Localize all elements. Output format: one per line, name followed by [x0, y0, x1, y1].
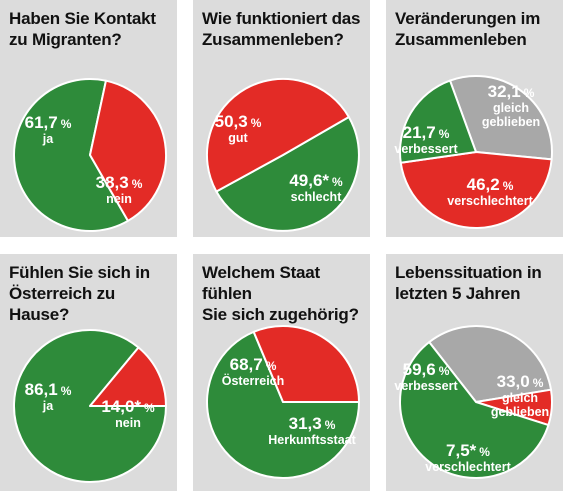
slice-value-label: 86,1%: [25, 380, 72, 399]
slice-value-label: 21,7%: [403, 123, 450, 142]
slice-category-label: verbessert: [394, 379, 458, 393]
pie-slice-green: [13, 78, 129, 232]
slice-value-label: 50,3%: [215, 112, 262, 131]
slice-unit: %: [266, 359, 277, 373]
slice-category-label: ja: [42, 399, 54, 413]
chart-title: Lebenssituation in letzten 5 Jahren: [395, 263, 542, 303]
slice-category-label: geblieben: [491, 405, 549, 419]
slice-unit: %: [503, 179, 514, 193]
slice-value-label: 38,3%: [96, 173, 143, 192]
pie-slice-green: [399, 79, 477, 164]
slice-category-label: verbessert: [394, 142, 458, 156]
slice-value: 14,0*: [101, 397, 141, 416]
chart-title: Wie funktioniert das Zusammenleben?: [202, 9, 361, 49]
slice-category-label: Österreich: [222, 373, 285, 388]
slice-unit: %: [332, 175, 343, 189]
slice-value-label: 33,0%: [497, 372, 544, 391]
chart-title: Veränderungen im Zusammenleben: [395, 9, 541, 49]
pie-slice-red: [89, 79, 167, 222]
slice-unit: %: [61, 384, 72, 398]
chart-panel-5: Welchem Staat fühlen Sie sich zugehörig?…: [193, 254, 370, 491]
pie-slice-red: [252, 325, 360, 403]
slice-unit: %: [251, 116, 262, 130]
slice-value-label: 7,5*%: [446, 441, 490, 460]
pie-chart: 86,1 %ja 14,0* %nein: [13, 329, 167, 483]
slice-value: 46,2: [467, 175, 500, 194]
slice-category-label: ja: [42, 132, 54, 146]
chart-title: Haben Sie Kontakt zu Migranten?: [9, 9, 156, 49]
chart-panel-3: Veränderungen im Zusammenleben 32,1% glei…: [386, 0, 563, 237]
slice-category-label: verschlechtert: [447, 194, 533, 208]
slice-unit: %: [439, 127, 450, 141]
slice-value: 21,7: [403, 123, 436, 142]
slice-value: 59,6: [403, 360, 436, 379]
chart-panel-2: Wie funktioniert das Zusammenleben? 50,3…: [193, 0, 370, 237]
slice-value-label: 14,0*%: [101, 397, 155, 416]
slice-unit: %: [144, 401, 155, 415]
slice-unit: %: [533, 376, 544, 390]
pie-slice-green: [215, 116, 360, 232]
pie-slice-green: [399, 341, 550, 479]
slice-category-label: gut: [228, 131, 248, 145]
slice-value-label: 68,7%: [230, 355, 277, 374]
slice-category-label: gleich: [502, 391, 538, 405]
slice-category-label: gleich: [493, 101, 529, 115]
slice-value-label: 49,6*%: [289, 171, 343, 190]
slice-category-label: geblieben: [482, 115, 540, 129]
slice-value: 33,0: [497, 372, 530, 391]
slice-value: 7,5*: [446, 441, 477, 460]
pie-slice-green: [206, 330, 360, 479]
chart-title: Welchem Staat fühlen Sie sich zugehörig?: [202, 263, 359, 324]
slice-unit: %: [325, 418, 336, 432]
slice-value: 86,1: [25, 380, 58, 399]
chart-panel-4: Fühlen Sie sich in Österreich zu Hause? …: [0, 254, 177, 491]
slice-value-label: 46,2%: [467, 175, 514, 194]
slice-category-label: verschlechtert: [425, 460, 511, 474]
slice-unit: %: [439, 364, 450, 378]
slice-value: 49,6*: [289, 171, 329, 190]
chart-title: Fühlen Sie sich in Österreich zu Hause?: [9, 263, 150, 324]
slice-value-label: 59,6%: [403, 360, 450, 379]
slice-value: 32,1: [488, 82, 521, 101]
slice-unit: %: [61, 117, 72, 131]
pie-slice-red: [205, 77, 350, 193]
slice-value-label: 31,3%: [289, 414, 336, 433]
pie-slice-red: [89, 346, 167, 407]
slice-value: 68,7: [230, 355, 263, 374]
slice-unit: %: [479, 445, 490, 459]
slice-value: 31,3: [289, 414, 322, 433]
chart-panel-6: Lebenssituation in letzten 5 Jahren 33,0…: [386, 254, 563, 491]
slice-category-label: schlecht: [291, 190, 343, 204]
slice-category-label: nein: [115, 416, 141, 430]
pie-slice-red: [399, 151, 553, 229]
slice-value: 50,3: [215, 112, 248, 131]
slice-value-label: 32,1%: [488, 82, 535, 101]
slice-category-label: Herkunftsstaat: [268, 433, 356, 447]
pie-slice-grey: [428, 324, 552, 403]
slice-value: 61,7: [25, 113, 58, 132]
slice-unit: %: [524, 86, 535, 100]
slice-category-label: nein: [106, 192, 132, 206]
slice-value-label: 61,7%: [25, 113, 72, 132]
pie-slice-grey: [449, 75, 553, 161]
slice-value: 38,3: [96, 173, 129, 192]
slice-unit: %: [132, 177, 143, 191]
chart-panel-1: Haben Sie Kontakt zu Migranten? 61,7% ja 3…: [0, 0, 177, 237]
